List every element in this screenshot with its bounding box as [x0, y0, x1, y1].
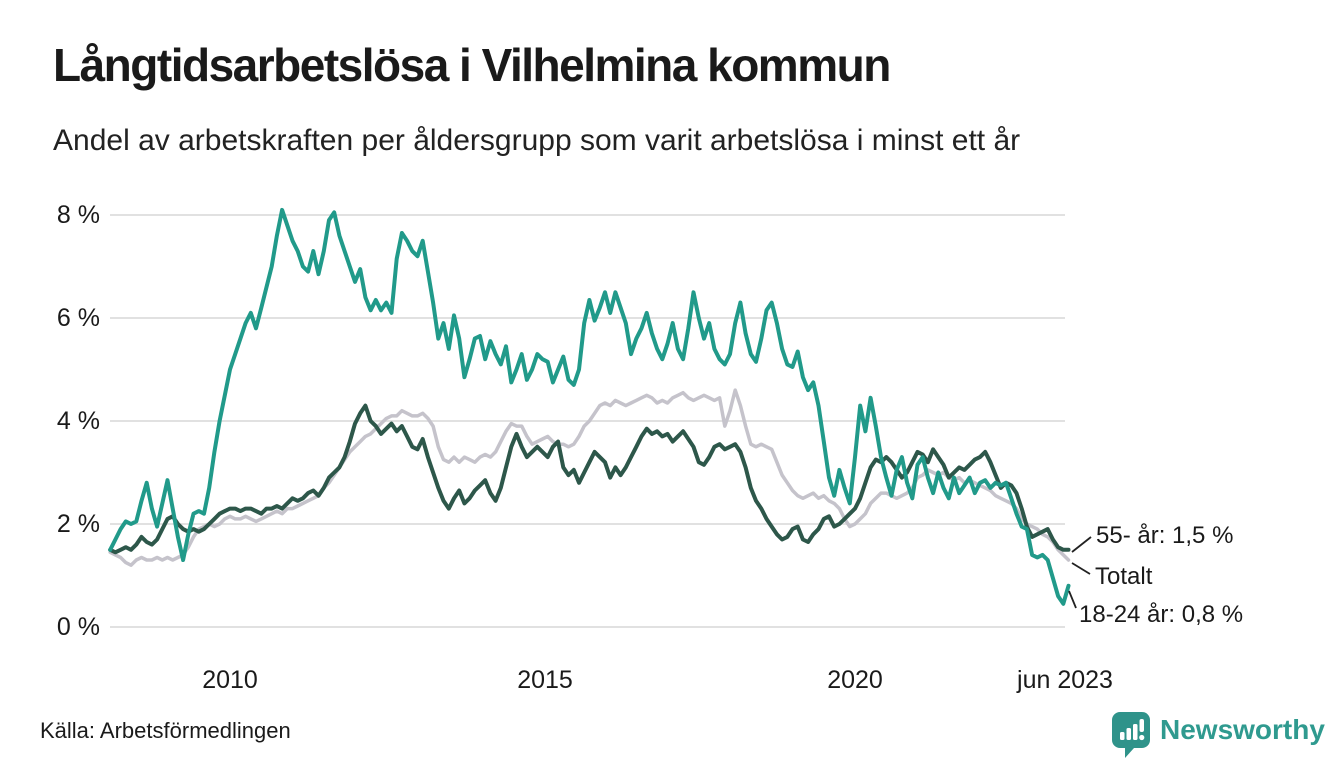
series-end-label-55: 55- år: 1,5 %	[1096, 522, 1234, 549]
y-axis-tick-0: 0 %	[56, 613, 100, 641]
leader-line-18-24	[1068, 590, 1077, 609]
y-axis-tick-2: 2 %	[56, 510, 100, 538]
series-line-totalt	[108, 388, 1071, 567]
leader-line-totalt	[1071, 562, 1091, 575]
series-line-55-r	[108, 403, 1071, 555]
y-axis-tick-8: 8 %	[56, 201, 100, 229]
source-note: Källa: Arbetsförmedlingen	[40, 718, 291, 743]
series-end-label-totalt: Totalt	[1095, 563, 1153, 590]
leader-lines	[1068, 536, 1092, 609]
series-lines	[108, 207, 1071, 606]
brand-name: Newsworthy	[1160, 714, 1325, 745]
y-axis-tick-4: 4 %	[56, 407, 100, 435]
newsworthy-icon	[1112, 712, 1150, 758]
leader-line-55	[1071, 536, 1092, 553]
x-axis-tick-2015: 2015	[517, 666, 573, 694]
series-end-label-18-24: 18-24 år: 0,8 %	[1079, 601, 1244, 628]
y-axis-tick-6: 6 %	[56, 304, 100, 332]
x-axis-tick-jun-2023: jun 2023	[1017, 666, 1113, 694]
page-title: Långtidsarbetslösa i Vilhelmina kommun	[53, 39, 891, 91]
chart-subtitle: Andel av arbetskraften per åldersgrupp s…	[53, 124, 1021, 157]
series-line-18-24-r	[108, 207, 1071, 606]
x-axis-tick-2010: 2010	[202, 666, 258, 694]
brand-logo: Newsworthy	[1112, 712, 1325, 758]
x-axis-tick-2020: 2020	[827, 666, 883, 694]
